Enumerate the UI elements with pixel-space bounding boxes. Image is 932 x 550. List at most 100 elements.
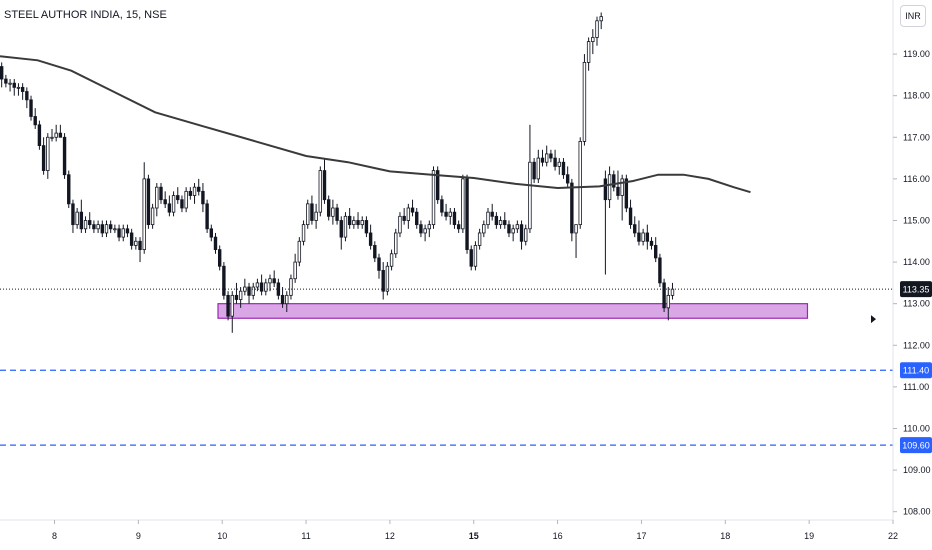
candle-body [184,190,188,209]
moving-average-line [0,55,751,194]
candle-body [121,228,125,238]
candle-body [553,157,557,167]
candle-body [25,91,29,101]
candle-body [469,249,473,267]
candle-body [75,211,79,226]
candle-body [209,228,214,238]
candle-body [280,294,285,305]
candle-body [477,232,482,246]
candle-body [62,136,67,176]
candle-body [410,207,415,213]
candle-body [645,232,650,242]
candle-body [192,186,197,196]
currency-button[interactable]: INR [900,5,926,27]
candle-body [561,161,566,176]
candle-body [603,178,608,201]
candle-body [100,224,104,234]
candle-body [662,282,666,309]
x-tick-label: 12 [385,531,395,541]
candle-body [381,269,385,292]
candles-layer [0,12,675,333]
candle-body [402,215,406,221]
candle-body [125,228,130,234]
candle-body [666,294,670,309]
candle-body [50,136,54,139]
candle-body [343,215,348,238]
candle-body [8,82,12,85]
candle-body [54,132,58,138]
candle-body [549,153,553,159]
candle-body [398,215,402,234]
candle-body [435,170,440,201]
x-tick-label: 18 [720,531,730,541]
y-tick-label: 115.00 [903,215,930,225]
y-tick-label: 110.00 [903,423,930,433]
candle-body [415,211,419,226]
candle-body [29,99,33,117]
price-scale-arrow-icon [871,315,876,324]
candle-body [20,86,25,92]
candle-body [524,228,528,242]
x-tick-label: 22 [888,531,898,541]
candle-body [352,220,356,226]
candle-body [335,207,339,221]
candle-body [247,286,251,296]
candle-body [431,170,436,226]
candle-body [440,199,444,213]
candle-body [322,170,327,201]
x-tick-label: 15 [469,531,479,541]
y-tick-label: 118.00 [903,91,930,101]
candle-body [180,199,184,209]
candle-body [129,232,134,246]
candle-body [217,249,222,267]
candle-body [326,199,331,217]
candle-body [452,211,457,226]
candle-body [289,278,293,296]
y-tick-label: 116.00 [903,174,930,184]
candle-body [272,278,276,284]
candle-body [146,178,151,226]
candle-body [67,174,71,205]
candle-body [222,265,226,296]
candle-body [473,245,478,267]
candle-body [612,174,616,188]
candle-body [486,211,490,226]
candle-body [570,182,574,234]
candle-body [171,195,176,213]
candle-body [641,232,645,242]
candle-body [306,203,310,226]
candle-body [515,224,520,230]
candle-body [12,82,16,88]
candle-body [310,203,314,221]
candle-body [628,207,633,226]
candle-body [490,211,494,217]
candle-body [167,203,172,213]
x-tick-label: 9 [136,531,141,541]
candle-body [297,240,302,263]
chart-title: STEEL AUTHOR INDIA, 15, NSE [4,9,167,21]
level-tag [900,362,932,379]
candle-body [238,290,243,300]
candle-body [419,224,423,234]
candle-body [197,186,201,192]
candle-body [427,224,432,230]
candle-body [150,207,155,226]
x-tick-label: 16 [553,531,563,541]
candle-body [268,278,272,284]
candle-body [574,224,578,234]
candle-body [113,228,117,231]
candle-body [88,220,92,226]
candle-body [293,261,297,280]
candle-body [607,174,612,201]
candle-body [368,232,373,246]
candle-body [33,116,37,126]
candle-body [406,207,411,221]
candle-body [138,240,142,250]
candle-body [620,178,624,196]
candle-body [649,240,654,246]
support-zone-layer [217,303,809,319]
candle-body [377,257,381,271]
candle-body [599,16,603,22]
